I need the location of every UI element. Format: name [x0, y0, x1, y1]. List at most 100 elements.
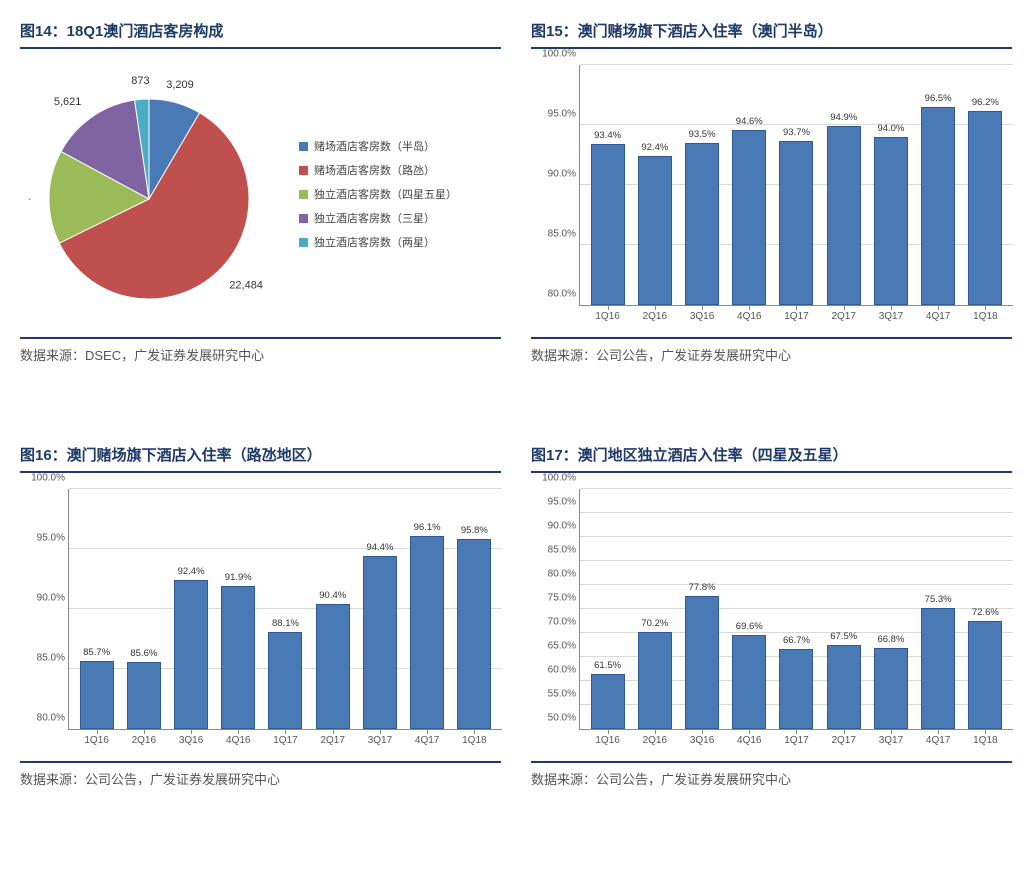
bar-4Q16: 91.9%4Q16 — [215, 489, 262, 729]
bar-4Q16: 69.6%4Q16 — [726, 489, 773, 729]
legend-label: 赌场酒店客房数（半岛） — [314, 138, 435, 154]
panel-16: 图16：澳门赌场旗下酒店入住率（路氹地区） 80.0% 85.0% 90.0% 95.… — [20, 444, 501, 788]
x-axis-tick: 3Q16 — [179, 735, 203, 746]
bar-4Q16: 94.6%4Q16 — [726, 65, 773, 305]
y-axis-tick: 65.0% — [532, 641, 576, 652]
x-axis-tick: 4Q17 — [926, 311, 950, 322]
panel-15-chart: 80.0%85.0%90.0%95.0%100.0%93.4%1Q1692.4%… — [531, 59, 1012, 329]
panel-16-title: 图16：澳门赌场旗下酒店入住率（路氹地区） — [20, 444, 501, 473]
bar-2Q17: 94.9%2Q17 — [820, 65, 867, 305]
bar-2Q16: 92.4%2Q16 — [631, 65, 678, 305]
bar-value-label: 91.9% — [225, 572, 252, 583]
pie-data-label: 873 — [132, 75, 150, 87]
bar-2Q16: 85.6%2Q16 — [120, 489, 167, 729]
bar-value-label: 93.7% — [783, 127, 810, 138]
bar-1Q17: 88.1%1Q17 — [262, 489, 309, 729]
x-axis-tick: 1Q16 — [595, 311, 619, 322]
legend-swatch — [299, 214, 308, 223]
legend-swatch — [299, 166, 308, 175]
y-axis-tick: 100.0% — [21, 473, 65, 484]
bar-value-label: 72.6% — [972, 607, 999, 618]
y-axis-tick: 80.0% — [21, 713, 65, 724]
bar-4Q17: 96.5%4Q17 — [915, 65, 962, 305]
y-axis-tick: 100.0% — [532, 49, 576, 60]
x-axis-tick: 3Q17 — [368, 735, 392, 746]
x-axis-tick: 1Q18 — [973, 311, 997, 322]
bar-value-label: 93.5% — [689, 129, 716, 140]
legend-item: 独立酒店客房数（两星） — [299, 234, 501, 250]
y-axis-tick: 80.0% — [532, 289, 576, 300]
y-axis-tick: 70.0% — [532, 617, 576, 628]
pie-legend: 赌场酒店客房数（半岛） 赌场酒店客房数（路氹） 独立酒店客房数（四星五星） 独立酒店客… — [299, 130, 501, 258]
panel-17-title: 图17：澳门地区独立酒店入住率（四星及五星） — [531, 444, 1012, 473]
bar-3Q16: 93.5%3Q16 — [678, 65, 725, 305]
pie-data-label: 5,751 — [29, 191, 31, 203]
bar-value-label: 96.1% — [414, 522, 441, 533]
y-axis-tick: 85.0% — [532, 229, 576, 240]
bar-1Q18: 96.2%1Q18 — [962, 65, 1009, 305]
chart-grid: 图14：18Q1澳门酒店客房构成 3,20922,4845,7515,62187… — [20, 20, 1012, 788]
y-axis-tick: 60.0% — [532, 665, 576, 676]
y-axis-tick: 95.0% — [532, 109, 576, 120]
bar-value-label: 61.5% — [594, 660, 621, 671]
x-axis-tick: 1Q17 — [273, 735, 297, 746]
legend-label: 赌场酒店客房数（路氹） — [314, 162, 435, 178]
y-axis-tick: 75.0% — [532, 593, 576, 604]
legend-swatch — [299, 238, 308, 247]
x-axis-tick: 2Q17 — [831, 311, 855, 322]
legend-swatch — [299, 142, 308, 151]
bar-value-label: 70.2% — [641, 618, 668, 629]
legend-item: 独立酒店客房数（三星） — [299, 210, 501, 226]
bar-value-label: 92.4% — [641, 142, 668, 153]
y-axis-tick: 85.0% — [532, 545, 576, 556]
x-axis-tick: 4Q17 — [926, 735, 950, 746]
x-axis-tick: 1Q17 — [784, 311, 808, 322]
x-axis-tick: 2Q16 — [643, 735, 667, 746]
x-axis-tick: 3Q17 — [879, 735, 903, 746]
bar-2Q17: 90.4%2Q17 — [309, 489, 356, 729]
bar-3Q17: 66.8%3Q17 — [867, 489, 914, 729]
bar-value-label: 85.7% — [83, 647, 110, 658]
bar-value-label: 77.8% — [689, 582, 716, 593]
x-axis-tick: 3Q17 — [879, 311, 903, 322]
x-axis-tick: 2Q17 — [831, 735, 855, 746]
bar-4Q17: 96.1%4Q17 — [404, 489, 451, 729]
y-axis-tick: 85.0% — [21, 653, 65, 664]
bar-value-label: 94.4% — [366, 542, 393, 553]
y-axis-tick: 50.0% — [532, 713, 576, 724]
bar-value-label: 66.7% — [783, 635, 810, 646]
bar-2Q16: 70.2%2Q16 — [631, 489, 678, 729]
legend-item: 独立酒店客房数（四星五星） — [299, 186, 501, 202]
bar-value-label: 94.9% — [830, 112, 857, 123]
bar-3Q17: 94.4%3Q17 — [356, 489, 403, 729]
bar-2Q17: 67.5%2Q17 — [820, 489, 867, 729]
bar-value-label: 96.2% — [972, 97, 999, 108]
y-axis-tick: 95.0% — [532, 497, 576, 508]
pie-chart: 3,20922,4845,7515,621873 — [20, 59, 299, 329]
y-axis-tick: 90.0% — [21, 593, 65, 604]
y-axis-tick: 95.0% — [21, 533, 65, 544]
pie-data-label: 3,209 — [167, 79, 195, 91]
bar-value-label: 90.4% — [319, 590, 346, 601]
legend-item: 赌场酒店客房数（路氹） — [299, 162, 501, 178]
bar-value-label: 92.4% — [178, 566, 205, 577]
bar-3Q16: 77.8%3Q16 — [678, 489, 725, 729]
panel-15-title: 图15：澳门赌场旗下酒店入住率（澳门半岛） — [531, 20, 1012, 49]
x-axis-tick: 1Q16 — [84, 735, 108, 746]
bar-value-label: 88.1% — [272, 618, 299, 629]
bar-value-label: 85.6% — [130, 648, 157, 659]
bar-value-label: 94.6% — [736, 116, 763, 127]
bar-value-label: 67.5% — [830, 631, 857, 642]
legend-label: 独立酒店客房数（四星五星） — [314, 186, 457, 202]
panel-16-chart: 80.0%85.0%90.0%95.0%100.0%85.7%1Q1685.6%… — [20, 483, 501, 753]
bar-1Q18: 72.6%1Q18 — [962, 489, 1009, 729]
bar-value-label: 95.8% — [461, 525, 488, 536]
panel-14-chart: 3,20922,4845,7515,621873 赌场酒店客房数（半岛）赌场酒店… — [20, 59, 501, 329]
legend-swatch — [299, 190, 308, 199]
x-axis-tick: 1Q18 — [973, 735, 997, 746]
y-axis-tick: 100.0% — [532, 473, 576, 484]
y-axis-tick: 90.0% — [532, 521, 576, 532]
x-axis-tick: 3Q16 — [690, 311, 714, 322]
x-axis-tick: 4Q16 — [226, 735, 250, 746]
panel-14-title: 图14：18Q1澳门酒店客房构成 — [20, 20, 501, 49]
